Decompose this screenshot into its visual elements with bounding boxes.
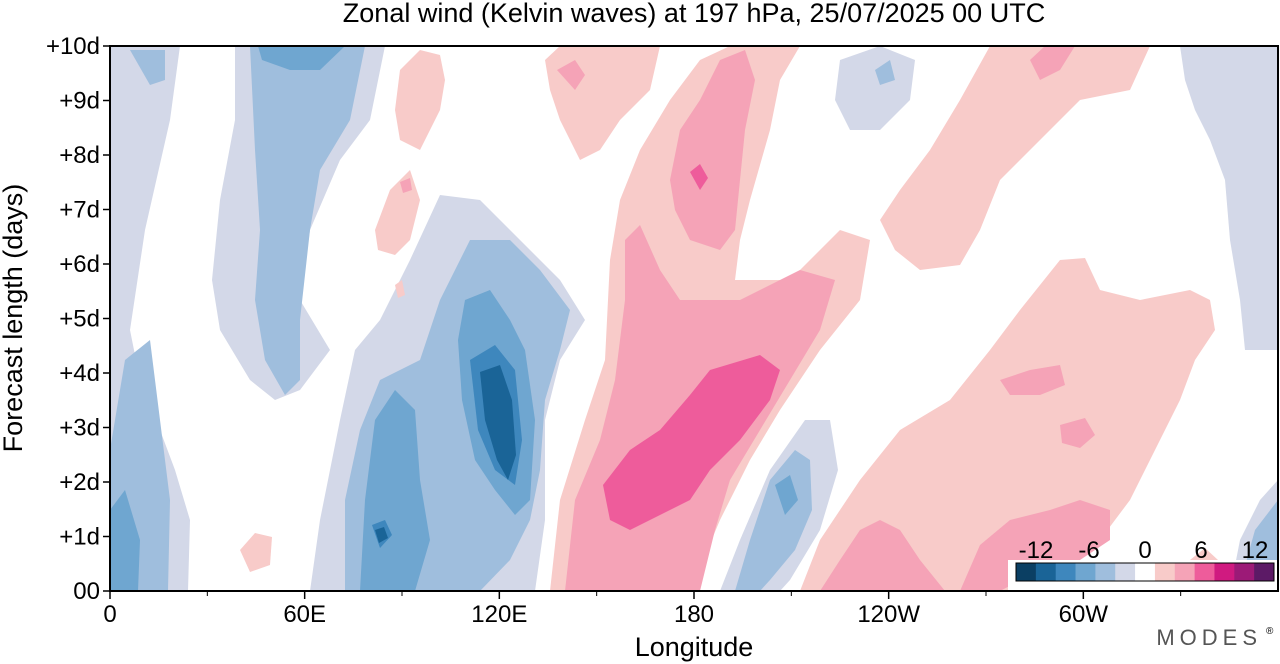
- contour-pos-main-band: [690, 164, 708, 190]
- x-tick-label: 120W: [857, 601, 920, 628]
- contour-pos-east-band: [960, 500, 1110, 591]
- y-tick-label: +4d: [59, 360, 100, 387]
- contour-pos-east-band: [880, 46, 1150, 270]
- colorbar-cell: [1055, 563, 1076, 581]
- y-tick-label: +7d: [59, 197, 100, 224]
- contour-pos-east-band: [1060, 418, 1095, 448]
- contour-neg-east-band: [835, 46, 915, 130]
- contour-neg-60e-band: [258, 46, 345, 70]
- colorbar-cell: [1075, 563, 1096, 581]
- y-tick-label: +3d: [59, 415, 100, 442]
- y-tick-label: +8d: [59, 142, 100, 169]
- colorbar-label: 0: [1138, 537, 1151, 564]
- contour-neg-120e-band: [375, 527, 388, 543]
- field-layer: [110, 46, 1278, 591]
- contour-pos-main-band: [603, 355, 780, 530]
- y-tick-label: +5d: [59, 306, 100, 333]
- colorbar-label: 6: [1194, 537, 1207, 564]
- colorbar-cell: [1154, 563, 1176, 581]
- positive-contours: [240, 46, 1218, 591]
- contour-neg-dateline-band: [775, 475, 798, 515]
- x-tick-label: 180: [674, 601, 714, 628]
- registered-mark: ®: [1266, 626, 1274, 637]
- x-tick-label: 60E: [283, 601, 326, 628]
- contour-neg-west-band: [110, 490, 140, 591]
- y-tick-label: 00: [73, 578, 100, 605]
- contour-pos-isolated: [395, 50, 445, 150]
- x-tick-label: 60W: [1059, 601, 1109, 628]
- contour-pos-isolated: [375, 170, 420, 255]
- contour-pos-east-band: [1030, 46, 1075, 80]
- colorbar-cell: [1115, 563, 1136, 581]
- axis-ticks: 0 60E 120E 180 120W 60W 00 +1d +2d +3d +4d +5d +6d +7…: [46, 33, 1182, 628]
- colorbar-label: -12: [1019, 537, 1054, 564]
- contour-pos-east-band: [1000, 365, 1065, 395]
- y-axis-label: Forecast length (days): [0, 184, 28, 453]
- colorbar-cell: [1254, 563, 1275, 581]
- colorbar-cell: [1214, 563, 1235, 581]
- colorbar-cells: [1016, 563, 1275, 581]
- contour-pos-isolated: [400, 178, 412, 193]
- y-tick-label: +10d: [46, 33, 100, 60]
- contour-pos-east-band: [820, 520, 945, 591]
- colorbar-frame: [1015, 562, 1275, 582]
- y-tick-label: +9d: [59, 88, 100, 115]
- colorbar-cell: [1135, 563, 1156, 581]
- colorbar-cell: [1016, 563, 1037, 581]
- colorbar-cell: [1234, 563, 1255, 581]
- colorbar: -12 -6 0 6 12: [1008, 537, 1278, 591]
- x-tick-label: 120E: [471, 601, 527, 628]
- colorbar-cell: [1174, 563, 1196, 581]
- x-tick-label: 0: [103, 601, 116, 628]
- colorbar-cell: [1194, 563, 1215, 581]
- x-axis-label: Longitude: [635, 632, 754, 662]
- contour-neg-east-band: [875, 60, 895, 85]
- contour-pos-isolated: [395, 280, 405, 298]
- colorbar-label: 12: [1242, 537, 1269, 564]
- contour-pos-east-band: [800, 258, 1215, 591]
- y-tick-label: +6d: [59, 251, 100, 278]
- colorbar-cell: [1035, 563, 1057, 581]
- colorbar-cell: [1095, 563, 1116, 581]
- modes-watermark: MODES: [1156, 625, 1262, 650]
- chart-title: Zonal wind (Kelvin waves) at 197 hPa, 25…: [343, 0, 1045, 28]
- contour-pos-main-band: [557, 60, 585, 90]
- contour-neg-60e-band: [250, 46, 365, 395]
- contour-pos-isolated: [240, 533, 272, 572]
- contour-pos-main-band: [670, 50, 755, 250]
- contour-neg-120e-band: [480, 365, 516, 480]
- colorbar-label: -6: [1078, 537, 1099, 564]
- contour-neg-west-band: [130, 50, 165, 85]
- contour-neg-east-band: [1180, 46, 1278, 350]
- y-tick-label: +1d: [59, 524, 100, 551]
- negative-contours: [110, 46, 1278, 591]
- y-tick-label: +2d: [59, 469, 100, 496]
